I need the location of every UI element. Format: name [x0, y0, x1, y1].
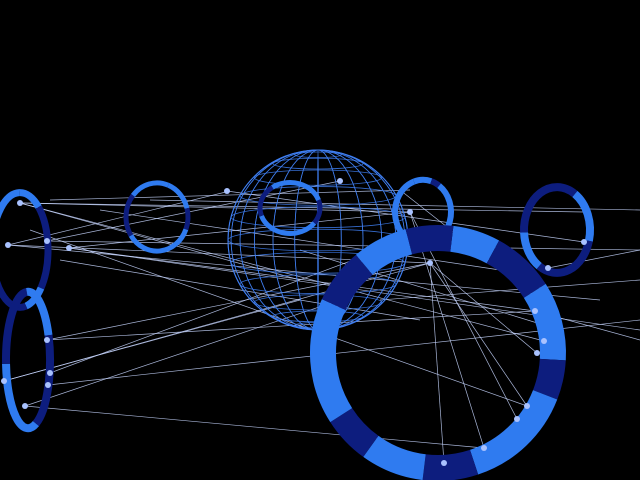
connection-line	[3, 262, 431, 382]
ring-segment	[392, 178, 416, 233]
ring-segment	[330, 407, 379, 457]
node-point	[524, 403, 530, 409]
ring-segment	[572, 190, 594, 242]
connection-line	[7, 244, 601, 301]
ring-segment	[405, 225, 454, 255]
connection-line	[429, 262, 528, 407]
ring-segment	[469, 389, 558, 475]
ring-segment	[35, 205, 52, 290]
connection-line	[19, 202, 585, 213]
ring	[2, 287, 54, 433]
connection-line	[59, 259, 421, 321]
connection-line	[46, 180, 341, 242]
ring-segment	[310, 299, 353, 423]
node-point	[545, 265, 551, 271]
connection-line	[24, 405, 485, 449]
ring-segment	[32, 334, 54, 427]
sphere-latitude	[239, 274, 397, 294]
connection-line	[68, 247, 536, 312]
ring	[520, 183, 594, 277]
node-point	[441, 460, 447, 466]
ring	[310, 225, 566, 480]
ring-segment	[2, 287, 28, 364]
ring-segment	[520, 232, 542, 270]
ring-segment	[523, 283, 566, 361]
node-point	[541, 338, 547, 344]
node-point	[481, 445, 487, 451]
ring-segment	[167, 182, 190, 210]
ring-segment	[312, 199, 323, 225]
ring	[123, 180, 191, 254]
node-point	[66, 245, 72, 251]
sphere-latitude	[272, 157, 364, 170]
connection-line	[68, 211, 411, 249]
ring-segment	[412, 176, 433, 185]
connection-line	[19, 202, 411, 213]
ring-segment	[355, 229, 413, 275]
ring	[0, 189, 52, 311]
connection-line	[99, 209, 501, 271]
connection-line	[429, 262, 538, 354]
node-point	[427, 260, 433, 266]
connection-line	[547, 249, 640, 269]
ring-segment	[430, 178, 442, 189]
ring-segment	[363, 435, 427, 480]
node-point	[44, 337, 50, 343]
ring-segment	[422, 449, 479, 480]
ring-segment	[536, 239, 593, 277]
node-point	[22, 403, 28, 409]
sphere-latitude	[294, 151, 342, 159]
node-point	[224, 188, 230, 194]
ring-segment	[128, 228, 189, 254]
ring-segment	[486, 240, 546, 299]
ring-segment	[321, 254, 373, 311]
ring-segment	[183, 207, 191, 231]
node-point	[45, 382, 51, 388]
connection-line	[299, 249, 561, 331]
node-point	[44, 238, 50, 244]
ring-segment	[130, 180, 170, 198]
ring-segment	[26, 287, 53, 336]
ring-segment	[271, 180, 321, 202]
ring-segment	[532, 358, 566, 400]
sphere-latitude	[253, 169, 383, 186]
ring-segment	[123, 193, 136, 237]
ring-segment	[449, 225, 500, 264]
ring-segment	[0, 280, 28, 311]
ring-segment	[2, 363, 40, 433]
ring-segment	[259, 214, 317, 236]
node-point	[534, 350, 540, 356]
node-point	[5, 242, 11, 248]
node-point	[47, 370, 53, 376]
ring	[257, 180, 323, 236]
ring-segment	[0, 189, 20, 220]
connection-line	[379, 279, 640, 301]
node-point	[1, 378, 7, 384]
ring-segment	[257, 185, 274, 217]
node-point	[17, 200, 23, 206]
node-point	[337, 178, 343, 184]
node-point	[532, 308, 538, 314]
connection-line	[429, 262, 445, 464]
node-points	[1, 178, 587, 466]
connection-line	[24, 299, 341, 407]
node-point	[514, 416, 520, 422]
node-point	[407, 209, 413, 215]
connection-line	[19, 202, 301, 281]
connection-line	[46, 240, 640, 251]
connection-line	[49, 189, 411, 201]
connection-line	[49, 249, 381, 374]
segmented-rings	[0, 176, 594, 480]
ring-segment	[520, 183, 578, 233]
ring-segment	[18, 189, 42, 209]
node-point	[581, 239, 587, 245]
